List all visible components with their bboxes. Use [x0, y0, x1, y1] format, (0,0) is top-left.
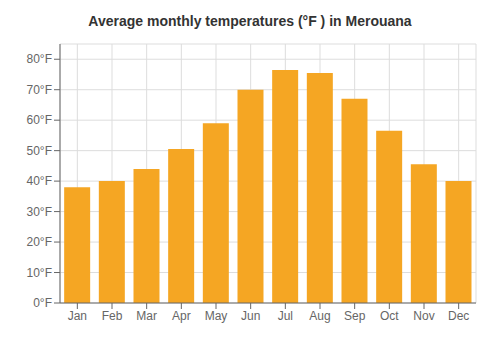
svg-text:10°F: 10°F [27, 266, 52, 280]
svg-text:Dec: Dec [448, 309, 469, 323]
svg-text:Jun: Jun [241, 309, 260, 323]
svg-text:Mar: Mar [136, 309, 157, 323]
svg-text:Apr: Apr [172, 309, 191, 323]
svg-text:Nov: Nov [413, 309, 434, 323]
svg-text:20°F: 20°F [27, 235, 52, 249]
svg-text:Sep: Sep [344, 309, 366, 323]
svg-text:May: May [205, 309, 228, 323]
html-text:Average monthly temperatures (: Average monthly temperatures (°F ) in Me… [88, 13, 412, 29]
svg-text:50°F: 50°F [27, 144, 52, 158]
svg-text:Jul: Jul [278, 309, 293, 323]
svg-text:40°F: 40°F [27, 174, 52, 188]
svg-text:Aug: Aug [309, 309, 330, 323]
svg-text:0°F: 0°F [33, 296, 52, 310]
svg-text:80°F: 80°F [27, 52, 52, 66]
svg-text:Jan: Jan [68, 309, 87, 323]
svg-text:Feb: Feb [102, 309, 123, 323]
svg-text:70°F: 70°F [27, 83, 52, 97]
svg-text:60°F: 60°F [27, 113, 52, 127]
svg-text:Oct: Oct [380, 309, 399, 323]
svg-text:30°F: 30°F [27, 205, 52, 219]
